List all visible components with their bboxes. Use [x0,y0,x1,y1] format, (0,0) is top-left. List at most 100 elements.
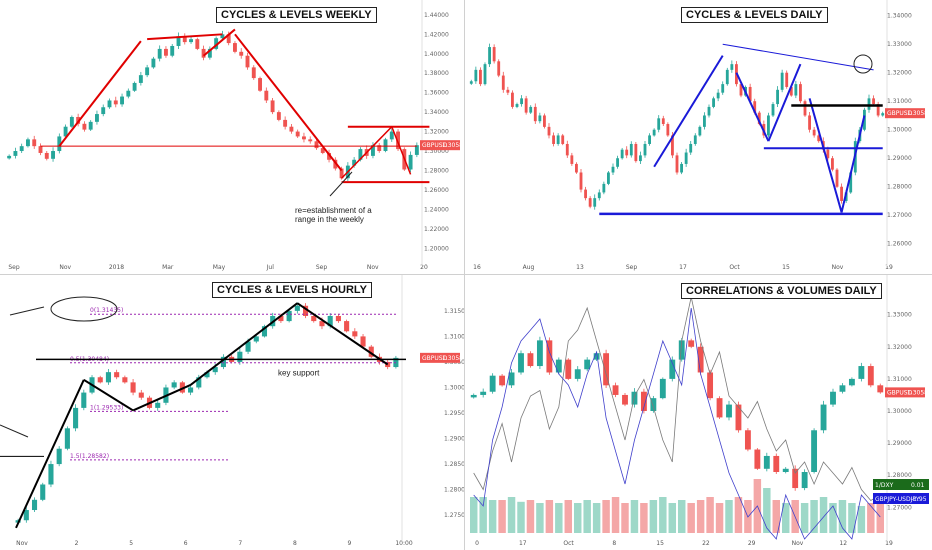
candle-body [693,135,697,144]
trend-line-up [15,379,85,529]
x-tick-label: 13 [576,264,584,271]
candle-body [678,340,685,360]
candle-body [408,154,413,170]
candle-body [625,149,629,156]
candle-body [120,96,124,105]
x-tick-label: 15 [782,264,790,271]
candle-body [726,404,732,418]
fib-level-label: 1.5(1.28582) [70,453,109,460]
candle-body [789,86,793,96]
candle-body [501,75,505,90]
candle-body [661,118,665,125]
daily-chart[interactable]: 1.34000 1.33000 1.32000 1.31000 1.30000 1.290… [465,0,932,274]
candle-body [327,152,331,160]
candle-body [327,315,333,327]
candle-body [735,404,742,431]
y-tick-label: 1.32000 [887,344,912,351]
weekly-chart-panel[interactable]: 1.44000 1.42000 1.40000 1.38000 1.36000 1.340… [0,0,464,274]
hourly-chart-panel[interactable]: 1.315001.310001.305001.300001.295001.290… [0,275,464,550]
volume-bar [479,497,487,533]
candle-body [101,107,106,115]
candle-body [518,353,524,373]
candle-body [725,69,729,85]
candle-body [196,377,202,388]
x-tick-label: 7 [238,540,242,547]
candle-body [565,359,572,379]
candle-body [527,353,534,367]
candle-body [799,84,802,102]
correlations-chart[interactable]: 1.33000 1.32000 1.31000 1.30000 1.29000 1.280… [465,275,932,550]
volume-bar [555,503,563,533]
weekly-chart[interactable]: 1.44000 1.42000 1.40000 1.38000 1.36000 1.340… [0,0,464,274]
volume-bar [848,503,856,533]
candle-body [748,86,752,102]
y-tick-label: 1.29000 [444,436,464,443]
candle-body [32,139,37,147]
candle-body [536,340,543,367]
x-tick-label: Nov [367,264,379,271]
x-tick-label: Nov [16,540,28,547]
candle-body [602,183,606,193]
candle-body [479,69,482,85]
candle-body [547,126,551,136]
candle-body [555,359,562,373]
candle-body [201,48,206,58]
volume-bar [763,488,771,533]
highlight-circle [853,54,873,74]
candle-body [303,305,309,316]
volume-bar [649,500,658,533]
candle-body [171,382,177,388]
trend-line-down [808,98,843,213]
candle-body [126,90,131,97]
volume-bar [772,500,780,533]
candle-body [138,392,144,398]
volume-bar [668,503,676,533]
candle-body [529,106,533,113]
candle-body [794,84,798,96]
candle-body [276,112,281,120]
fib-level-label: 0(1.31435) [90,307,123,314]
volume-bar [507,497,516,533]
volume-bar [734,497,743,533]
daily-chart-panel[interactable]: 1.34000 1.33000 1.32000 1.31000 1.30000 1.290… [465,0,932,274]
legend-swatch [873,479,929,490]
correlations-chart-panel[interactable]: 1.33000 1.32000 1.31000 1.30000 1.29000 1.280… [465,275,932,550]
candle-body [631,391,638,405]
volume-bar [564,500,572,533]
candle-body [688,340,695,347]
candle-body [73,407,79,429]
trend-line-down [234,33,343,172]
candle-body [533,106,537,122]
legend-label: 1/DXY [875,482,894,489]
candle-body [258,78,262,91]
candle-body [31,499,38,511]
x-tick-label: 19 [885,540,893,547]
candle-body [763,455,770,469]
candle-body [730,64,734,70]
hourly-chart[interactable]: 1.315001.310001.305001.300001.295001.290… [0,275,464,550]
price-tag-bg [885,108,925,119]
volume-bar [867,503,875,533]
volume-bar [829,503,837,533]
legend-swatch [873,493,929,504]
candle-body [739,84,743,96]
x-tick-label: Sep [8,264,20,271]
candle-body [107,100,112,108]
candle-body [556,135,560,144]
candle-body [707,106,711,116]
candle-body [876,104,880,116]
candle-body [295,131,300,137]
candle-body [26,139,30,147]
candle-body [278,315,284,322]
candle-body [773,455,780,472]
candle-body [603,353,610,386]
x-tick-label: 9 [348,540,352,547]
candle-body [767,115,770,136]
candle-body [629,143,633,156]
legend-label: GBPJPY-USDJPY [875,496,920,503]
x-tick-label: 22 [702,540,710,547]
y-tick-label: 1.31000 [444,333,464,340]
volume-bar [574,503,582,533]
annotation-arrow [329,171,353,197]
candle-body [588,198,592,207]
